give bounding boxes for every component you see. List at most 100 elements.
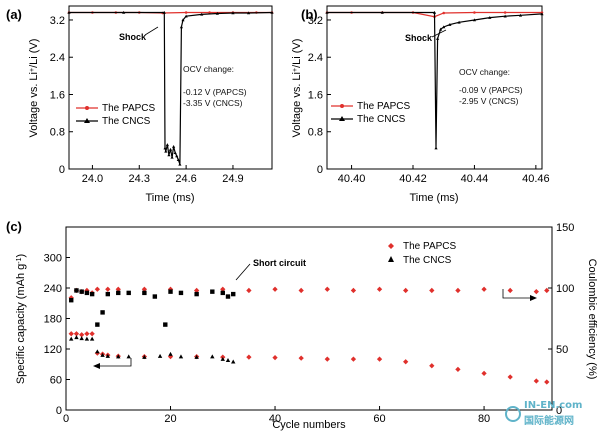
data-point-c-1 bbox=[376, 286, 383, 292]
data-point-c-3 bbox=[163, 322, 168, 327]
data-point-c-2 bbox=[84, 336, 90, 341]
x-tick-label-a: 24.6 bbox=[175, 173, 196, 185]
x-tick-label-c: 20 bbox=[164, 413, 176, 425]
watermark: IN-EN.com 国际能源网 bbox=[505, 400, 582, 427]
data-point-c-2 bbox=[168, 351, 173, 356]
data-point-c-2 bbox=[157, 353, 163, 358]
data-point-c-0 bbox=[84, 331, 90, 337]
data-point-c-3 bbox=[89, 291, 95, 297]
legend-label-cncs-c: The CNCS bbox=[403, 255, 452, 266]
left-axis-arrow bbox=[100, 358, 132, 367]
data-point-c-2 bbox=[79, 336, 84, 341]
data-point-c-2 bbox=[231, 359, 236, 364]
y-tick-label-b: 3.2 bbox=[308, 15, 323, 27]
x-axis-label-b: Time (ms) bbox=[409, 192, 458, 204]
legend-marker-papcs-b bbox=[340, 104, 344, 108]
data-point-a-1 bbox=[168, 147, 173, 151]
watermark-line2: 国际能源网 bbox=[524, 414, 574, 427]
data-point-c-2 bbox=[100, 352, 105, 357]
short-circuit-arrow bbox=[235, 263, 251, 281]
legend-marker-cncs-c bbox=[388, 256, 394, 262]
legend-marker-cncs-a bbox=[84, 118, 90, 123]
ticks-c: 0 20 40 60 80 0 60 120 180 240 300 0 50 100 150 bbox=[44, 222, 575, 425]
legend-label-papcs-a: The PAPCS bbox=[102, 103, 155, 114]
data-point-c-2 bbox=[225, 357, 231, 362]
right-axis-arrow bbox=[502, 289, 530, 299]
data-point-c-0 bbox=[544, 379, 550, 385]
data-point-c-1 bbox=[403, 287, 409, 294]
plot-frame-c bbox=[65, 226, 553, 411]
data-point-c-2 bbox=[178, 354, 184, 359]
data-point-c-1 bbox=[324, 286, 330, 292]
data-point-c-2 bbox=[126, 354, 131, 359]
data-point-c-3 bbox=[84, 290, 90, 296]
data-point-c-1 bbox=[429, 287, 435, 294]
data-point-c-3 bbox=[231, 291, 236, 297]
y-tick-label-b: 0 bbox=[317, 164, 323, 176]
data-point-b-0 bbox=[442, 11, 445, 15]
legend-c: The PAPCS The CNCS bbox=[388, 241, 456, 266]
data-point-c-3 bbox=[225, 294, 231, 299]
ocv-line1-a: -0.12 V (PAPCS) bbox=[183, 87, 247, 97]
data-point-c-1 bbox=[533, 289, 539, 295]
shock-arrow-b bbox=[431, 29, 447, 38]
y-tick-label-a: 3.2 bbox=[50, 15, 65, 27]
data-point-c-3 bbox=[142, 290, 147, 296]
data-point-a-1 bbox=[246, 11, 251, 15]
data-point-c-3 bbox=[168, 289, 173, 294]
y-tick-label-c: 240 bbox=[44, 283, 62, 295]
x-tick-label-a: 24.3 bbox=[129, 173, 150, 185]
data-point-a-1 bbox=[179, 25, 184, 29]
chart-panel-a: Voltage vs. Li+/Li (V) Time (ms) 24.0 24.… bbox=[28, 5, 274, 204]
data-point-c-1 bbox=[544, 287, 550, 294]
data-point-c-0 bbox=[324, 356, 330, 362]
data-point-a-1 bbox=[181, 18, 185, 22]
data-point-c-0 bbox=[246, 354, 252, 360]
y-axis-label-b: Voltage vs. Li+/Li (V) bbox=[291, 39, 303, 138]
series-b bbox=[325, 10, 544, 150]
shock-label-b: Shock bbox=[405, 33, 433, 43]
data-point-c-1 bbox=[105, 286, 111, 292]
y2-tick-label-c: 0 bbox=[556, 405, 562, 417]
data-point-a-1 bbox=[172, 145, 176, 148]
data-point-c-1 bbox=[115, 286, 121, 292]
data-point-c-0 bbox=[73, 331, 80, 337]
data-point-c-0 bbox=[376, 356, 383, 362]
ticks-b: 40.40 40.42 40.44 40.46 0 0.8 1.6 2.4 3.2 bbox=[308, 15, 550, 185]
data-point-c-0 bbox=[79, 332, 85, 338]
data-point-c-1 bbox=[507, 287, 513, 294]
data-point-c-0 bbox=[89, 331, 95, 337]
legend-label-papcs-b: The PAPCS bbox=[357, 101, 410, 112]
x-tick-label-c: 0 bbox=[63, 413, 69, 425]
y-tick-label-b: 2.4 bbox=[308, 52, 323, 64]
data-point-b-1 bbox=[540, 12, 544, 16]
y2-tick-label-c: 150 bbox=[556, 222, 574, 234]
panel-label-c: (c) bbox=[6, 219, 22, 234]
data-point-c-0 bbox=[481, 370, 487, 377]
y-tick-label-c: 120 bbox=[44, 344, 62, 356]
data-point-c-1 bbox=[194, 287, 200, 294]
data-point-a-1 bbox=[164, 149, 168, 153]
data-point-c-3 bbox=[100, 310, 105, 315]
x-tick-label-c: 40 bbox=[269, 413, 281, 425]
data-point-a-0 bbox=[208, 11, 211, 14]
data-point-c-1 bbox=[455, 287, 461, 294]
data-point-c-3 bbox=[95, 322, 100, 327]
data-point-c-3 bbox=[116, 290, 121, 296]
legend-marker-papcs-c bbox=[388, 243, 394, 249]
data-point-b-1 bbox=[457, 20, 461, 24]
y-tick-label-c: 0 bbox=[56, 405, 62, 417]
legend-marker-papcs-a bbox=[85, 106, 89, 110]
series-a bbox=[67, 10, 274, 166]
data-point-b-1 bbox=[434, 146, 438, 150]
data-point-c-3 bbox=[220, 290, 225, 296]
chart-panel-c: Specific capacity (mAh g-1) Coulombic ef… bbox=[15, 222, 598, 431]
data-point-c-1 bbox=[350, 287, 357, 294]
data-point-c-0 bbox=[272, 355, 278, 361]
data-point-c-3 bbox=[194, 291, 199, 297]
data-point-c-2 bbox=[74, 335, 79, 340]
y-tick-label-b: 1.6 bbox=[308, 89, 323, 101]
right-axis-arrowhead bbox=[530, 295, 537, 301]
data-point-c-2 bbox=[220, 356, 225, 361]
